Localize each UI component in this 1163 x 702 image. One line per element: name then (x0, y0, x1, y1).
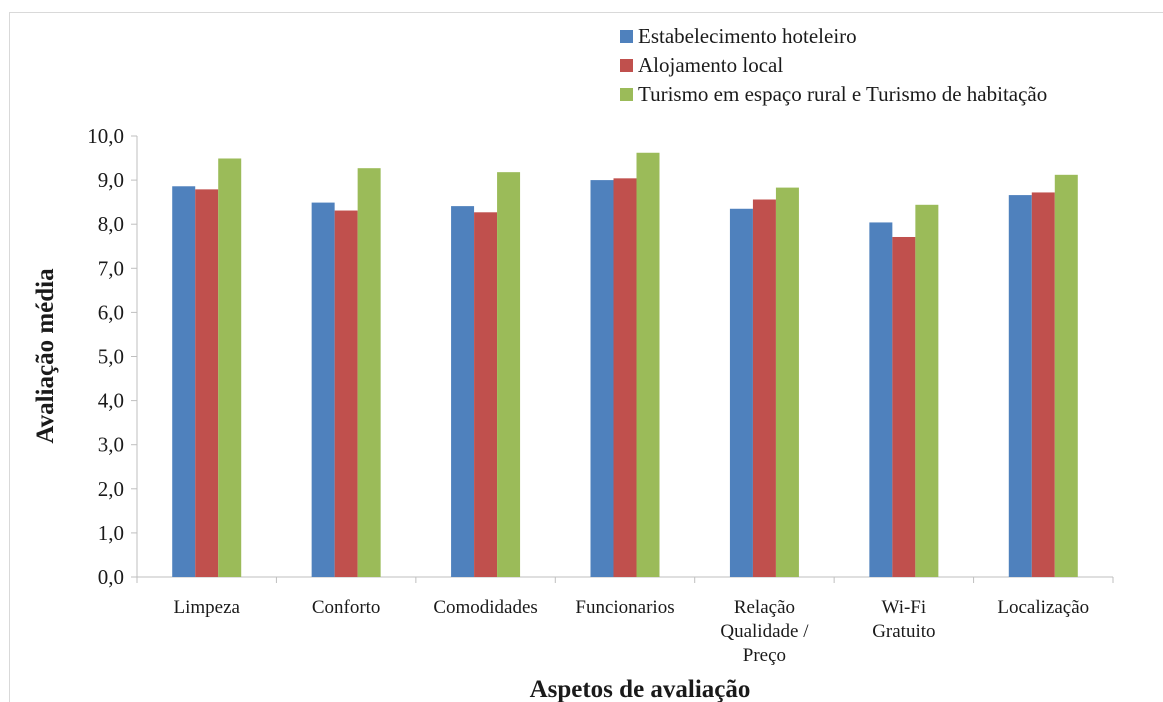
x-tick-label: Preço (743, 645, 786, 666)
y-tick-label: 5,0 (98, 345, 124, 369)
y-tick-label: 9,0 (98, 168, 124, 192)
y-tick-label: 2,0 (98, 477, 124, 501)
x-tick-label: Qualidade / (720, 621, 809, 642)
x-axis-title: Aspetos de avaliação (530, 676, 751, 702)
bar (869, 222, 893, 577)
y-tick-label: 6,0 (98, 300, 124, 324)
bars (172, 152, 1078, 578)
bar (636, 152, 660, 577)
bar (195, 189, 219, 577)
bar (474, 212, 498, 577)
legend-swatch (620, 88, 633, 101)
legend-item: Turismo em espaço rural e Turismo de hab… (620, 80, 1047, 109)
bar (892, 236, 916, 577)
y-tick-label: 0,0 (98, 565, 124, 589)
legend-label: Estabelecimento hoteleiro (638, 24, 857, 48)
bar (613, 178, 637, 577)
x-tick-label: Wi-Fi (882, 597, 927, 618)
bar (775, 187, 799, 578)
bar (218, 158, 242, 577)
legend-swatch (620, 59, 633, 72)
bar (172, 186, 196, 578)
x-tick-label: Funcionarios (575, 597, 674, 618)
labels: 0,0 1,0 2,0 3,0 4,0 5,0 6,0 7,0 8,0 9,0 10,0 Limpez… (87, 124, 1089, 666)
bar (334, 210, 358, 578)
x-tick-label: Conforto (312, 597, 381, 618)
y-tick-label: 8,0 (98, 212, 124, 236)
bar (497, 172, 521, 578)
y-tick-label: 1,0 (98, 521, 124, 545)
chart-frame (9, 12, 1163, 702)
bar (729, 208, 753, 577)
y-tick-label: 7,0 (98, 256, 124, 280)
legend-swatch (620, 30, 633, 43)
bar (752, 199, 776, 577)
x-tick-label: Comodidades (433, 597, 538, 618)
bar (1008, 195, 1032, 577)
bar (311, 202, 335, 577)
legend: Estabelecimento hoteleiro Alojamento loca… (620, 22, 1047, 109)
x-tick-label: Limpeza (173, 597, 240, 618)
legend-item: Estabelecimento hoteleiro (620, 22, 1047, 51)
bar (357, 168, 381, 577)
bar (1031, 192, 1055, 577)
bar (451, 206, 475, 577)
bar (1054, 174, 1078, 578)
bar (915, 204, 939, 577)
x-tick-label: Gratuito (872, 621, 935, 642)
y-tick-label: 4,0 (98, 389, 124, 413)
x-tick-label: Relação (734, 597, 795, 618)
x-tick-label: Localização (997, 597, 1089, 618)
legend-label: Alojamento local (638, 53, 784, 77)
y-tick-label: 10,0 (87, 124, 124, 148)
y-tick-label: 3,0 (98, 433, 124, 457)
y-axis-title: Avaliação média (32, 268, 59, 444)
legend-label: Turismo em espaço rural e Turismo de hab… (638, 82, 1048, 106)
bar (590, 180, 614, 577)
legend-item: Alojamento local (620, 51, 1047, 80)
